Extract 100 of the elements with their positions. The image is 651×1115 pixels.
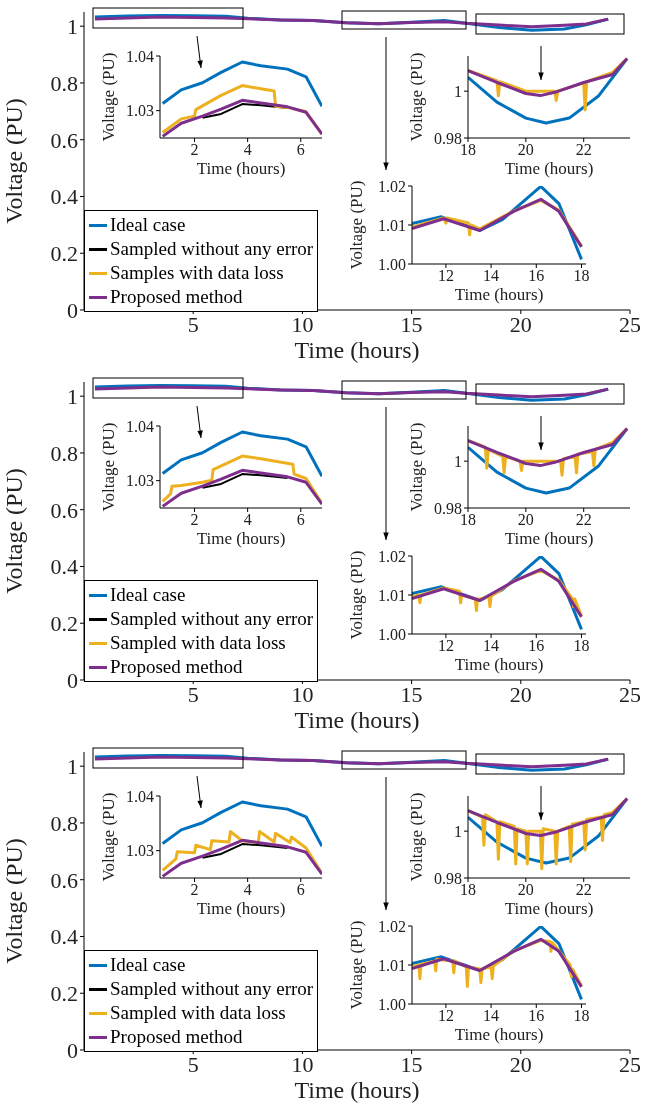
legend-label: Ideal case: [110, 583, 186, 607]
x-tick-label: 16: [528, 637, 545, 655]
legend-label: Sampled without any error: [110, 607, 314, 631]
y-tick-label: 1.02: [378, 547, 406, 565]
x-tick-label: 20: [517, 141, 534, 159]
y-axis-title: Voltage (PU): [98, 52, 118, 142]
x-tick-label: 10: [291, 1051, 314, 1077]
x-axis-title: Time (hours): [196, 159, 286, 178]
y-axis-title: Voltage (PU): [346, 920, 366, 1010]
x-tick-label: 18: [573, 637, 590, 655]
x-tick-label: 22: [575, 141, 592, 159]
x-tick-label: 10: [291, 681, 314, 707]
x-tick-label: 5: [187, 681, 199, 707]
y-tick-label: 0: [67, 667, 78, 693]
y-axis-title: Voltage (PU): [1, 468, 27, 594]
y-axis-title: Voltage (PU): [406, 422, 426, 512]
x-tick-label: 14: [483, 267, 500, 285]
y-axis-title: Voltage (PU): [406, 52, 426, 142]
y-tick-label: 0.8: [50, 440, 78, 466]
y-tick-label: 1.03: [126, 472, 154, 490]
y-tick-label: 0.2: [50, 611, 78, 637]
x-tick-label: 18: [573, 267, 590, 285]
y-tick-label: 0: [67, 297, 78, 323]
y-axis-title: Voltage (PU): [346, 180, 366, 270]
x-tick-label: 12: [437, 267, 454, 285]
y-tick-label: 1.03: [126, 842, 154, 860]
y-tick-label: 0.6: [50, 867, 78, 893]
x-tick-label: 2: [190, 881, 199, 899]
y-tick-label: 0.4: [50, 184, 78, 210]
legend-label: Proposed method: [110, 285, 243, 309]
x-axis-title: Time (hours): [294, 337, 420, 363]
y-tick-label: 0.6: [50, 497, 78, 523]
legend-label: Proposed method: [110, 1025, 243, 1049]
x-tick-label: 18: [573, 1007, 590, 1025]
x-tick-label: 10: [291, 311, 314, 337]
line-series: [161, 800, 322, 848]
line-series: [201, 473, 289, 489]
y-axis-title: Voltage (PU): [1, 838, 27, 964]
y-tick-label: 0.8: [50, 810, 78, 836]
y-tick-label: 1.04: [126, 47, 154, 65]
x-tick-label: 20: [517, 511, 534, 529]
y-axis-title: Voltage (PU): [98, 422, 118, 512]
x-tick-label: 25: [619, 1051, 641, 1077]
legend-label: Sampled without any error: [110, 237, 314, 261]
x-tick-label: 15: [400, 681, 423, 707]
x-axis-title: Time (hours): [294, 1077, 420, 1103]
y-tick-label: 1: [454, 452, 462, 470]
x-tick-label: 20: [509, 681, 532, 707]
y-tick-label: 1.00: [378, 255, 406, 273]
legend-label: Proposed method: [110, 655, 243, 679]
x-axis-title: Time (hours): [196, 529, 286, 548]
x-axis-title: Time (hours): [504, 899, 594, 918]
legend-label: Samples with data loss: [110, 261, 284, 285]
x-tick-label: 5: [187, 311, 199, 337]
line-series: [161, 430, 322, 478]
y-tick-label: 1.03: [126, 102, 154, 120]
y-tick-label: 0.8: [50, 70, 78, 96]
y-tick-label: 1.01: [378, 216, 406, 234]
legend-label: Sampled without any error: [110, 977, 314, 1001]
x-axis-title: Time (hours): [294, 707, 420, 733]
x-axis-title: Time (hours): [454, 1025, 544, 1044]
x-tick-label: 4: [243, 881, 252, 899]
y-tick-label: 1.04: [126, 417, 154, 435]
y-tick-label: 0.98: [434, 129, 462, 147]
y-tick-label: 1.00: [378, 995, 406, 1013]
x-tick-label: 14: [483, 637, 500, 655]
y-tick-label: 0.4: [50, 924, 78, 950]
x-tick-label: 6: [296, 511, 305, 529]
x-tick-label: 16: [528, 1007, 545, 1025]
y-tick-label: 1.04: [126, 787, 154, 805]
x-tick-label: 2: [190, 141, 199, 159]
legend-label: Sampled with data loss: [110, 631, 286, 655]
x-axis-title: Time (hours): [454, 285, 544, 304]
x-tick-label: 22: [575, 511, 592, 529]
y-tick-label: 1.02: [378, 177, 406, 195]
y-tick-label: 1: [454, 82, 462, 100]
y-axis-title: Voltage (PU): [406, 792, 426, 882]
x-tick-label: 20: [517, 881, 534, 899]
y-tick-label: 1.02: [378, 917, 406, 935]
x-tick-label: 20: [509, 1051, 532, 1077]
line-series: [201, 843, 289, 859]
x-axis-title: Time (hours): [504, 159, 594, 178]
legend-label: Ideal case: [110, 213, 186, 237]
y-tick-label: 1.01: [378, 956, 406, 974]
x-tick-label: 20: [509, 311, 532, 337]
y-axis-title: Voltage (PU): [98, 792, 118, 882]
y-tick-label: 1: [67, 14, 78, 39]
x-tick-label: 4: [243, 511, 252, 529]
y-tick-label: 0.6: [50, 127, 78, 153]
y-tick-label: 1: [67, 754, 78, 779]
x-tick-label: 2: [190, 511, 199, 529]
y-tick-label: 1.00: [378, 625, 406, 643]
y-axis-title: Voltage (PU): [346, 550, 366, 640]
x-tick-label: 5: [187, 1051, 199, 1077]
y-tick-label: 0.2: [50, 981, 78, 1007]
x-axis-title: Time (hours): [504, 529, 594, 548]
x-tick-label: 16: [528, 267, 545, 285]
y-tick-label: 1: [454, 822, 462, 840]
y-tick-label: 1.01: [378, 586, 406, 604]
y-tick-label: 0.4: [50, 554, 78, 580]
